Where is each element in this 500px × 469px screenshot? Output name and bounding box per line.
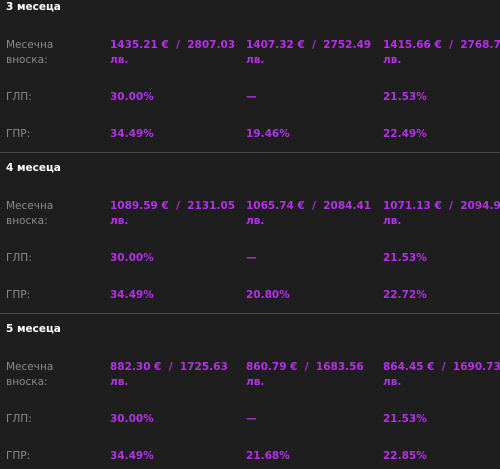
offer-value: 1089.59 € / 2131.05 лв. [110,200,239,227]
table-row: Месечна вноска: 882.30 € / 1725.63 лв. 860… [0,358,500,392]
offer-value: 1415.66 € / 2768.79 лв. [383,39,500,66]
table-row: ГЛП: 30.00% — 21.53% [0,402,500,436]
table-row: Месечна вноска: 1435.21 € / 2807.03 лв. 14… [0,36,500,70]
row-label: Месечна вноска: [6,39,57,66]
offer-value: 1065.74 € / 2084.41 лв. [246,200,375,227]
offer-value: 22.85% [383,449,427,462]
row-label: Месечна вноска: [6,200,57,227]
offer-value: 21.68% [246,449,290,462]
section-title: 5 месеца [6,323,61,335]
offer-value: 20.80% [246,288,290,301]
offer-value: 1407.32 € / 2752.49 лв. [246,39,375,66]
offer-value: 19.46% [246,127,290,140]
offer-value: — [246,90,257,103]
offer-value: — [246,251,257,264]
term-section: 5 месеца Месечна вноска: 882.30 € / 1725.6… [0,314,500,469]
term-section: 3 месеца Месечна вноска: 1435.21 € / 2807.… [0,0,500,153]
table-row: ГПР: 34.49% 19.46% 22.49% [0,117,500,151]
offer-value: 34.49% [110,288,154,301]
term-section: 4 месеца Месечна вноска: 1089.59 € / 2131.… [0,153,500,314]
offer-value: 22.72% [383,288,427,301]
offer-value: 1435.21 € / 2807.03 лв. [110,39,239,66]
offer-value: — [246,412,257,425]
offer-value: 34.49% [110,127,154,140]
section-title: 3 месеца [6,1,61,13]
row-label: ГПР: [6,127,31,140]
table-row: ГЛП: 30.00% — 21.53% [0,80,500,114]
offer-value: 22.49% [383,127,427,140]
table-row: Месечна вноска: 1089.59 € / 2131.05 лв. 10… [0,197,500,231]
section-title: 4 месеца [6,162,61,174]
row-label: ГЛП: [6,90,32,103]
offer-value: 30.00% [110,90,154,103]
offer-value: 21.53% [383,251,427,264]
row-label: ГПР: [6,288,31,301]
table-row: ГПР: 34.49% 20.80% 22.72% [0,278,500,312]
offer-value: 30.00% [110,251,154,264]
offer-value: 1071.13 € / 2094.94 лв. [383,200,500,227]
offer-value: 21.53% [383,90,427,103]
offer-value: 860.79 € / 1683.56 лв. [246,361,368,388]
row-label: ГЛП: [6,412,32,425]
offer-value: 864.45 € / 1690.73 лв. [383,361,500,388]
table-row: ГЛП: 30.00% — 21.53% [0,241,500,275]
offer-value: 882.30 € / 1725.63 лв. [110,361,232,388]
offer-value: 30.00% [110,412,154,425]
row-label: Месечна вноска: [6,361,57,388]
offer-value: 21.53% [383,412,427,425]
row-label: ГЛП: [6,251,32,264]
offer-value: 34.49% [110,449,154,462]
row-label: ГПР: [6,449,31,462]
table-row: ГПР: 34.49% 21.68% 22.85% [0,439,500,469]
